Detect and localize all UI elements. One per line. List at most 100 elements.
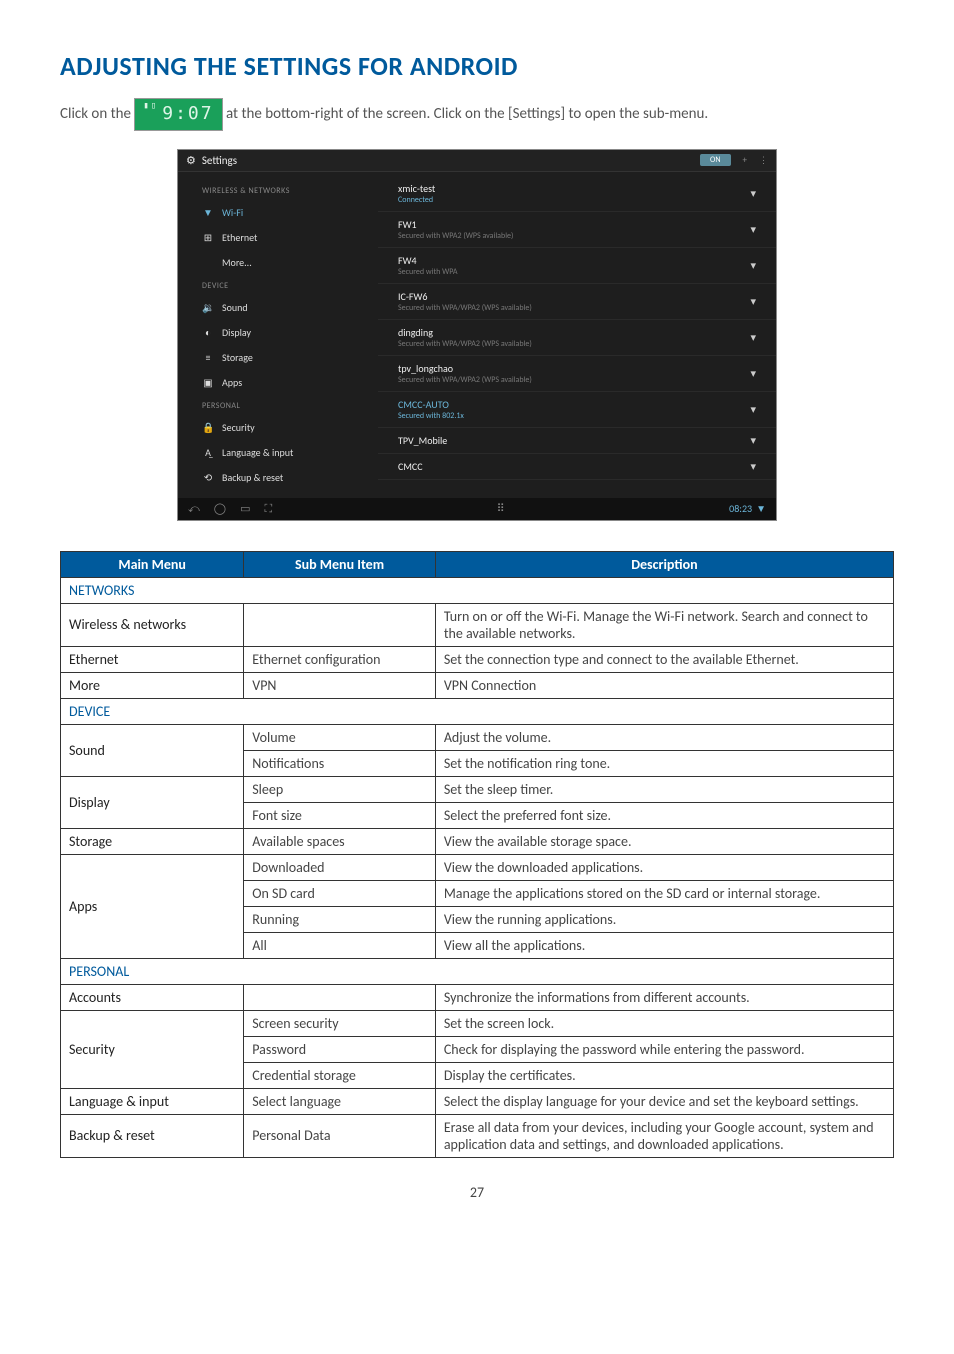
table-row: AppsDownloadedView the downloaded applic… <box>61 854 894 880</box>
table-row: Wireless & networksTurn on or off the Wi… <box>61 603 894 646</box>
sidebar-item[interactable]: ⊞ Ethernet <box>178 225 378 250</box>
sidebar-item[interactable]: 🔉 Sound <box>178 295 378 320</box>
sidebar-section-label: DEVICE <box>178 275 378 295</box>
add-icon[interactable]: + <box>743 155 747 166</box>
settings-sidebar: WIRELESS & NETWORKS▼Wi-Fi⊞EthernetMore..… <box>178 172 378 498</box>
sidebar-item[interactable]: ▼Wi-Fi <box>178 200 378 225</box>
cell-sub-menu: VPN <box>244 672 436 698</box>
screenshot-container: ⚙ Settings ON + ⋮ WIRELESS & NETWORKS▼Wi… <box>60 149 894 521</box>
cell-description: Set the connection type and connect to t… <box>435 646 893 672</box>
page-heading: ADJUSTING THE SETTINGS FOR ANDROID <box>60 50 894 82</box>
cell-sub-menu: Password <box>244 1036 436 1062</box>
sidebar-item[interactable]: More... <box>178 250 378 275</box>
wifi-signal-icon: ▾ <box>750 295 756 308</box>
sidebar-item-label: Security <box>222 421 255 434</box>
table-row: DisplaySleepSet the sleep timer. <box>61 776 894 802</box>
table-section-header: DEVICE <box>61 698 894 724</box>
wifi-list: xmic-testConnected▾FW1Secured with WPA2 … <box>378 172 776 498</box>
table-section-header: PERSONAL <box>61 958 894 984</box>
sidebar-item-label: Sound <box>222 301 248 314</box>
wifi-network-row[interactable]: CMCC-AUTOSecured with 802.1x▾ <box>378 392 776 428</box>
wifi-network-row[interactable]: tpv_longchaoSecured with WPA/WPA2 (WPS a… <box>378 356 776 392</box>
sidebar-item-label: Ethernet <box>222 231 257 244</box>
sd-icon: ▮▯ <box>143 102 158 111</box>
cell-main-menu: Display <box>61 776 244 828</box>
wifi-network-row[interactable]: FW1Secured with WPA2 (WPS available)▾ <box>378 212 776 248</box>
wifi-network-row[interactable]: CMCC ▾ <box>378 454 776 480</box>
sound-icon: 🔉 <box>202 301 214 314</box>
sidebar-item-label: Backup & reset <box>222 471 283 484</box>
back-icon[interactable]: ⤺ <box>188 502 200 516</box>
apps-icon: ▣ <box>202 376 214 389</box>
cell-sub-menu: Select language <box>244 1088 436 1114</box>
wifi-signal-icon: ▾ <box>750 460 756 473</box>
time-badge: ▮▯9:07 <box>134 98 222 131</box>
footer-time: 08:23 <box>729 502 752 515</box>
cell-main-menu: Ethernet <box>61 646 244 672</box>
cell-sub-menu: Available spaces <box>244 828 436 854</box>
ethernet-icon: ⊞ <box>202 231 214 244</box>
display-icon: ◐ <box>202 326 214 339</box>
wifi-network-row[interactable]: FW4Secured with WPA▾ <box>378 248 776 284</box>
sidebar-item[interactable]: 🔒Security <box>178 415 378 440</box>
cell-sub-menu: Volume <box>244 724 436 750</box>
cell-description: Check for displaying the password while … <box>435 1036 893 1062</box>
sidebar-item[interactable]: ▣ Apps <box>178 370 378 395</box>
table-row: SecurityScreen securitySet the screen lo… <box>61 1010 894 1036</box>
wifi-network-row[interactable]: xmic-testConnected▾ <box>378 176 776 212</box>
intro-post: at the bottom-right of the screen. Click… <box>226 105 708 123</box>
cell-sub-menu: Running <box>244 906 436 932</box>
table-row: Language & inputSelect languageSelect th… <box>61 1088 894 1114</box>
cell-description: Adjust the volume. <box>435 724 893 750</box>
cell-sub-menu: Notifications <box>244 750 436 776</box>
wifi-signal-icon: ▾ <box>750 434 756 447</box>
wifi-ssid: CMCC <box>398 460 423 473</box>
intro-paragraph: Click on the ▮▯9:07 at the bottom-right … <box>60 98 894 131</box>
wifi-ssid: FW1 <box>398 218 513 231</box>
sidebar-item[interactable]: ◐Display <box>178 320 378 345</box>
sidebar-item-label: Apps <box>222 376 242 389</box>
settings-description-table: Main Menu Sub Menu Item Description NETW… <box>60 551 894 1158</box>
sidebar-item-label: Storage <box>222 351 253 364</box>
wifi-network-row[interactable]: IC-FW6Secured with WPA/WPA2 (WPS availab… <box>378 284 776 320</box>
col-description: Description <box>435 551 893 577</box>
cell-main-menu: Accounts <box>61 984 244 1010</box>
cell-description: View the available storage space. <box>435 828 893 854</box>
home-icon[interactable]: ◯ <box>214 502 226 516</box>
cell-description: Manage the applications stored on the SD… <box>435 880 893 906</box>
table-row: MoreVPNVPN Connection <box>61 672 894 698</box>
settings-icon: ⚙ <box>186 154 196 167</box>
wifi-signal-icon: ▾ <box>750 403 756 416</box>
menu-icon[interactable]: ⋮ <box>759 155 768 166</box>
wifi-security-label: Secured with WPA/WPA2 (WPS available) <box>398 303 532 313</box>
cell-sub-menu <box>244 984 436 1010</box>
sidebar-item[interactable]: A̲Language & input <box>178 440 378 465</box>
cell-main-menu: Backup & reset <box>61 1114 244 1157</box>
cell-main-menu: Security <box>61 1010 244 1088</box>
wifi-signal-icon: ▾ <box>750 187 756 200</box>
sidebar-item-label: Wi-Fi <box>222 206 243 219</box>
wifi-ssid: xmic-test <box>398 182 435 195</box>
cell-description: Select the display language for your dev… <box>435 1088 893 1114</box>
sidebar-item-label: More... <box>222 256 252 269</box>
wifi-network-row[interactable]: dingdingSecured with WPA/WPA2 (WPS avail… <box>378 320 776 356</box>
cell-sub-menu: Ethernet configuration <box>244 646 436 672</box>
language-icon: A̲ <box>202 446 214 459</box>
apps-grid-icon[interactable]: ⠿ <box>497 502 505 515</box>
wifi-on-switch[interactable]: ON <box>700 154 730 166</box>
wifi-status-icon: ▼ <box>756 502 766 515</box>
wifi-signal-icon: ▾ <box>750 331 756 344</box>
sidebar-item[interactable]: ≡ Storage <box>178 345 378 370</box>
backup-icon: ⟲ <box>202 471 214 484</box>
storage-icon: ≡ <box>202 351 214 364</box>
cell-sub-menu: Personal Data <box>244 1114 436 1157</box>
page-number: 27 <box>60 1184 894 1201</box>
table-row: Backup & resetPersonal DataErase all dat… <box>61 1114 894 1157</box>
col-main-menu: Main Menu <box>61 551 244 577</box>
wifi-security-label: Secured with WPA2 (WPS available) <box>398 231 513 241</box>
sidebar-item[interactable]: ⟲ Backup & reset <box>178 465 378 490</box>
wifi-network-row[interactable]: TPV_Mobile▾ <box>378 428 776 454</box>
recent-icon[interactable]: ▭ <box>240 502 250 516</box>
screenshot-icon[interactable]: ⛶ <box>264 502 272 516</box>
table-row: EthernetEthernet configurationSet the co… <box>61 646 894 672</box>
